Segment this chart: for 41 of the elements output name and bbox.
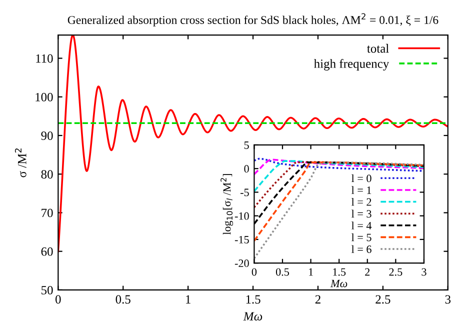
legend-label: l = 5 [352,233,372,242]
x-axis-title: Mω [243,312,262,320]
x-tick-label: 3 [445,295,451,304]
x-tick-label: 1.5 [333,268,346,276]
x-tick-label: 0.5 [116,295,130,304]
y-tick-label: 50 [42,286,53,294]
legend-label: l = 2 [352,198,372,206]
y-tick-label: 90 [41,132,53,140]
legend-label: high frequency [314,59,390,71]
y-tick-label: 70 [42,208,53,218]
y-tick-label: -20 [234,260,249,268]
chart-title: Generalized absorption cross section for SdS black holes, ΛM$^{2}$ = 0.01, ξ = 1/6 [68,13,438,26]
legend-label: l = 1 [352,186,372,194]
x-tick-label: 2.5 [389,268,402,276]
y-tick-label: 100 [36,92,53,102]
y-tick-label: 0 [244,165,249,173]
y-axis-title: log$_{10}$[σ$_{l}$ /M$^{2}$] [220,174,234,235]
y-tick-label: 110 [36,54,53,63]
x-tick-label: 1 [308,268,313,276]
y-tick-label: -5 [240,188,249,196]
legend-label: l = 4 [352,222,372,230]
legend-label: l = 6 [352,245,372,254]
x-tick-label: 1.5 [246,295,260,304]
legend-label: l = 0 [352,174,372,182]
y-tick-label: 60 [41,247,53,256]
x-tick-label: 0 [252,268,257,276]
y-axis-title: σ /M$^{2}$ [14,148,26,178]
y-tick-label: -10 [234,212,249,220]
x-tick-label: 3 [422,268,426,276]
y-tick-label: -15 [234,236,249,244]
legend-label: l = 3 [352,210,372,218]
x-tick-label: 2 [315,295,320,304]
x-tick-label: 0 [56,295,61,304]
y-tick-label: 5 [244,142,249,149]
x-tick-label: 2.5 [376,295,390,304]
y-tick-label: 80 [41,170,53,179]
x-tick-label: 1 [186,295,190,304]
legend-label: total [367,44,389,53]
x-tick-label: 2 [365,268,370,276]
x-axis-title: Mω [330,280,348,288]
x-tick-label: 0.5 [276,268,290,276]
